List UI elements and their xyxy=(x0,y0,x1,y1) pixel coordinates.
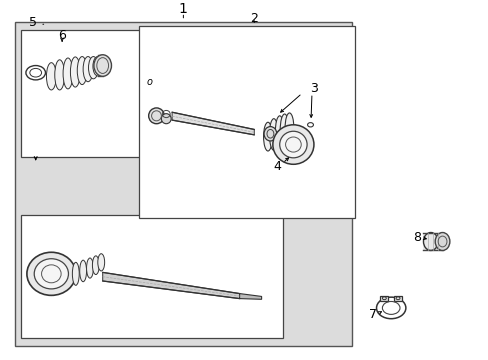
Ellipse shape xyxy=(34,259,68,289)
Polygon shape xyxy=(172,112,254,135)
Text: 4: 4 xyxy=(273,159,281,172)
Ellipse shape xyxy=(98,254,104,271)
Ellipse shape xyxy=(86,258,93,278)
Ellipse shape xyxy=(93,57,102,76)
Bar xyxy=(139,26,354,218)
Polygon shape xyxy=(239,293,261,299)
Text: 8: 8 xyxy=(412,231,420,244)
Ellipse shape xyxy=(70,57,80,87)
Text: o: o xyxy=(146,77,152,87)
Ellipse shape xyxy=(80,260,86,282)
Ellipse shape xyxy=(434,233,449,251)
Ellipse shape xyxy=(263,122,272,151)
Ellipse shape xyxy=(83,57,93,82)
Ellipse shape xyxy=(72,262,79,285)
Ellipse shape xyxy=(55,60,64,90)
Polygon shape xyxy=(423,233,442,251)
Ellipse shape xyxy=(280,114,288,146)
Ellipse shape xyxy=(27,252,76,295)
Ellipse shape xyxy=(88,57,98,79)
Ellipse shape xyxy=(63,58,73,89)
Text: 5: 5 xyxy=(29,16,37,29)
Bar xyxy=(21,215,282,338)
Ellipse shape xyxy=(77,57,87,85)
Text: 6: 6 xyxy=(58,28,66,41)
Ellipse shape xyxy=(285,113,293,143)
Ellipse shape xyxy=(94,55,111,76)
Bar xyxy=(380,296,387,301)
Ellipse shape xyxy=(46,63,56,90)
Polygon shape xyxy=(102,273,239,298)
Ellipse shape xyxy=(423,233,437,251)
Bar xyxy=(393,296,401,301)
Ellipse shape xyxy=(148,108,164,124)
Ellipse shape xyxy=(275,116,284,149)
Ellipse shape xyxy=(279,131,306,158)
Ellipse shape xyxy=(264,127,276,141)
Ellipse shape xyxy=(92,256,99,275)
Bar xyxy=(21,30,141,157)
Text: 1: 1 xyxy=(179,2,187,16)
Text: 3: 3 xyxy=(310,82,318,95)
Ellipse shape xyxy=(272,125,313,164)
Text: 2: 2 xyxy=(250,12,258,25)
Bar xyxy=(15,22,351,346)
Text: 7: 7 xyxy=(368,307,376,320)
Ellipse shape xyxy=(269,119,278,150)
Ellipse shape xyxy=(161,114,171,124)
